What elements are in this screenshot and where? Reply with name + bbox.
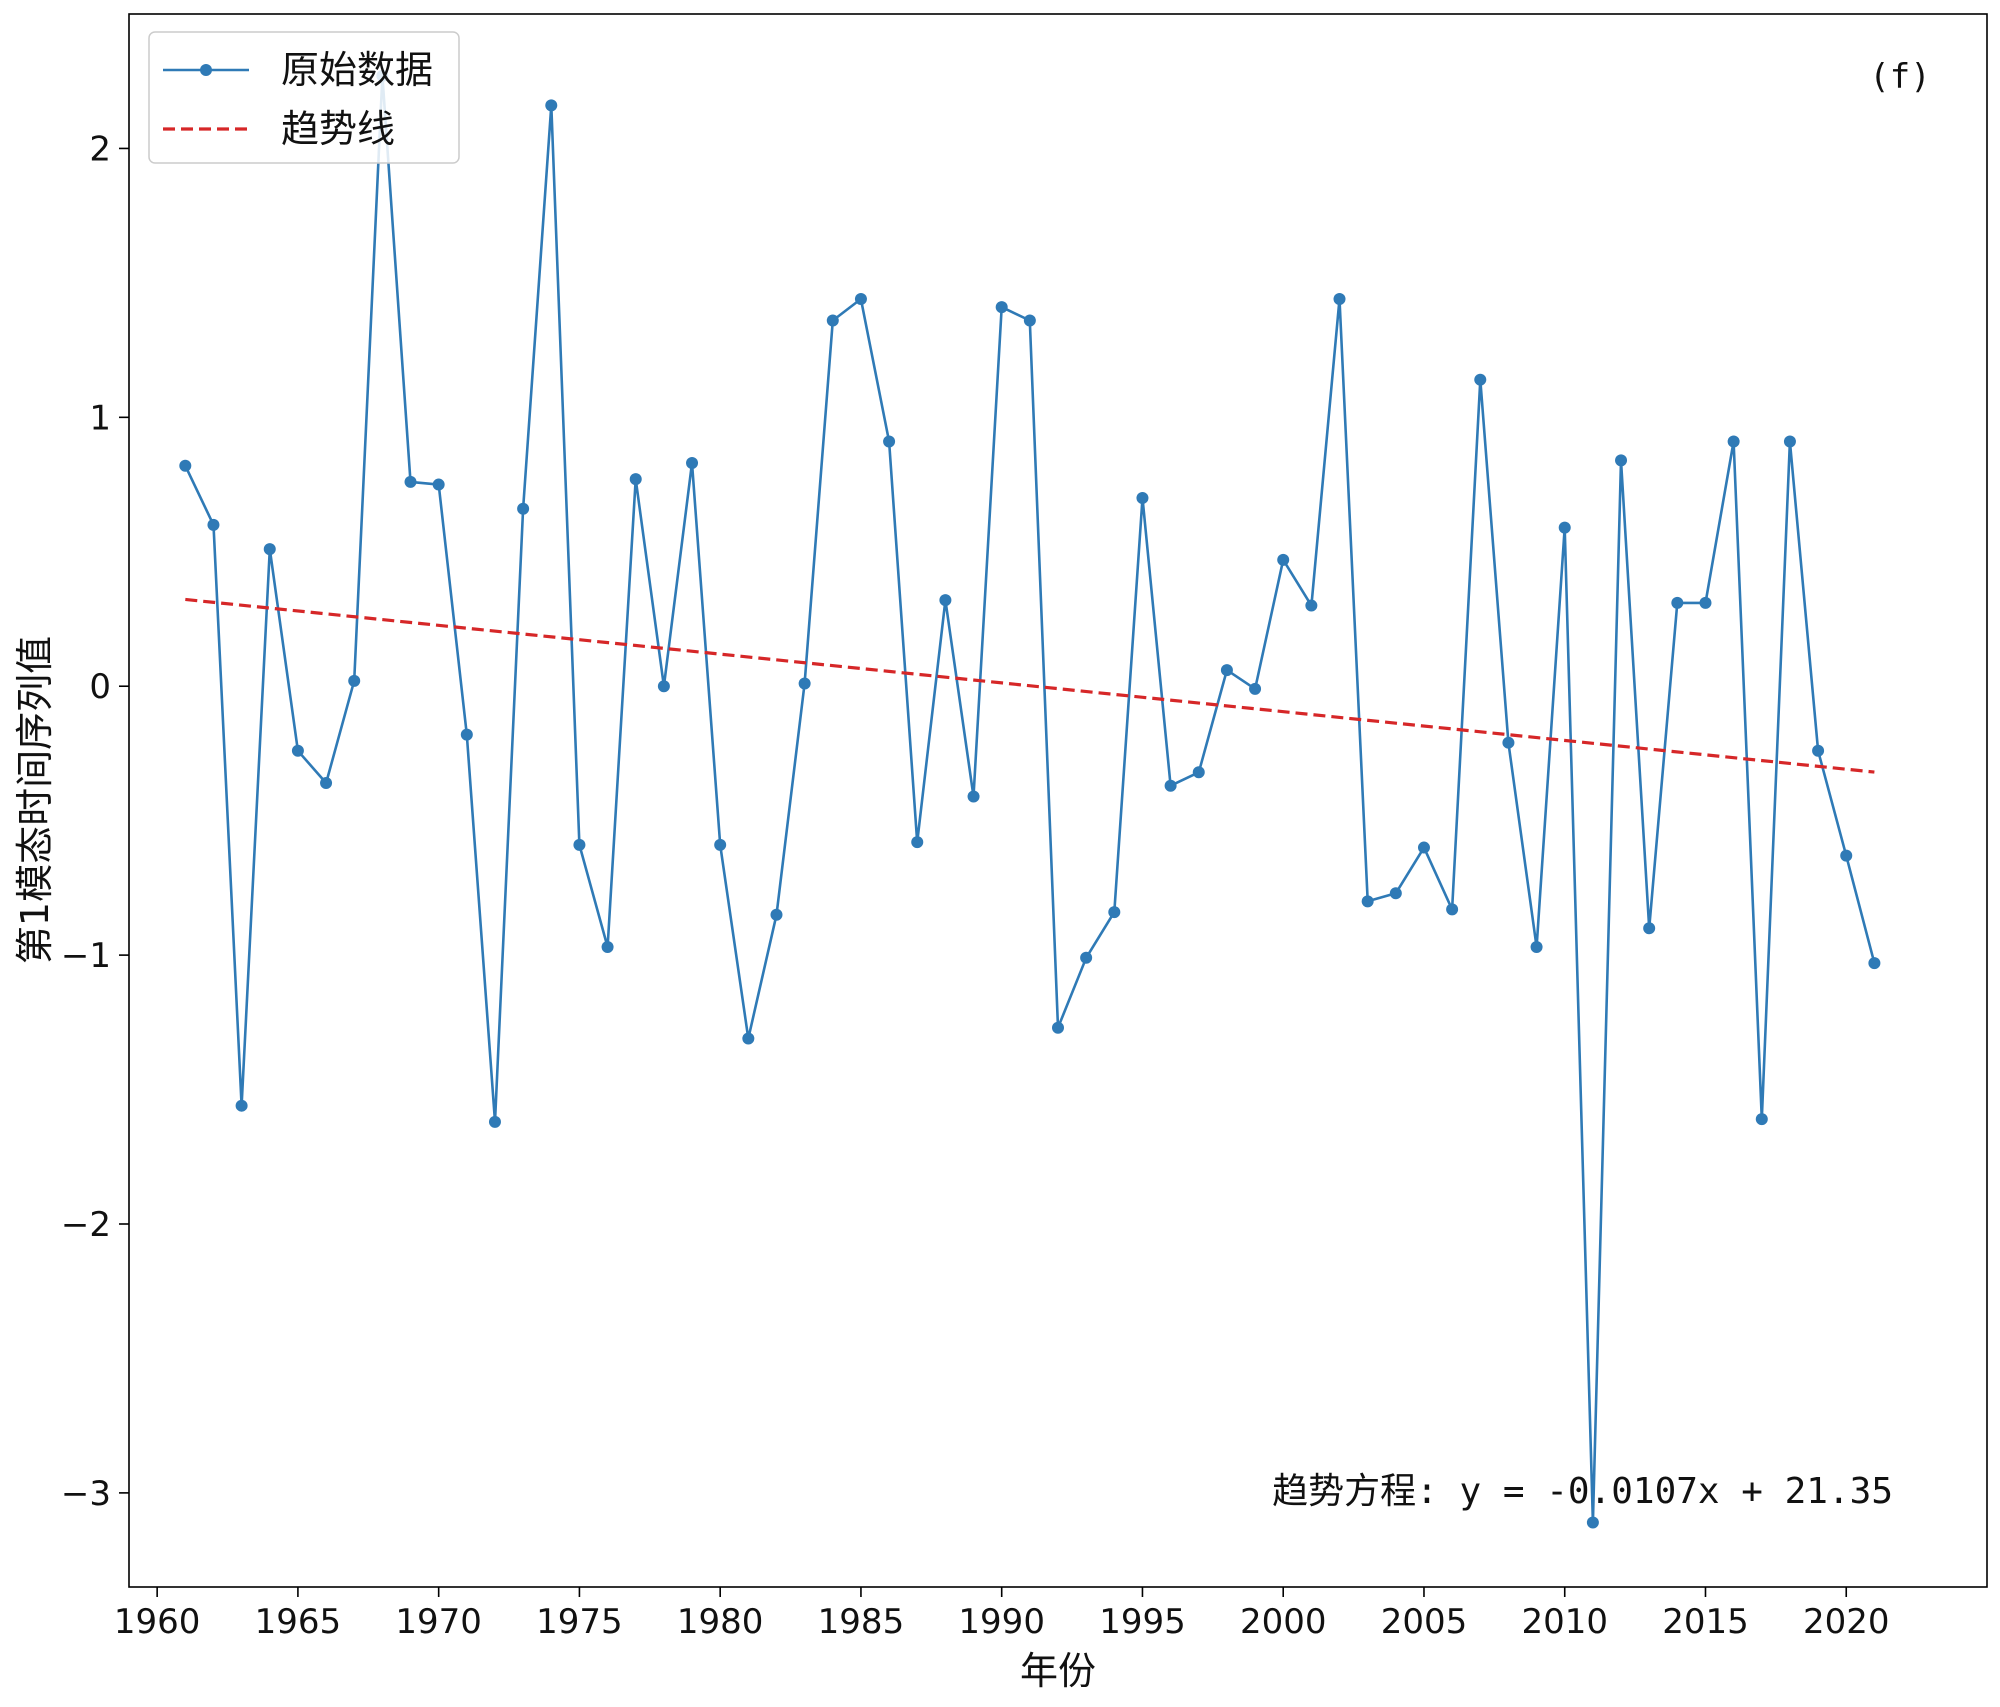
- y-axis: −3 −2 −1 0 1 2: [61, 129, 129, 1514]
- data-point: [1108, 906, 1121, 919]
- data-point: [939, 594, 952, 607]
- data-point: [1671, 596, 1684, 609]
- data-point: [1277, 553, 1290, 566]
- y-tick-label: 2: [89, 129, 111, 169]
- data-point: [995, 301, 1008, 314]
- data-point: [742, 1032, 755, 1045]
- panel-label: (f): [1869, 57, 1930, 97]
- series-line-raw: [184, 74, 1876, 1524]
- data-point: [460, 728, 473, 741]
- data-point: [1755, 1113, 1768, 1126]
- data-point: [573, 838, 586, 851]
- y-tick-label: −1: [61, 936, 111, 976]
- data-point: [1530, 941, 1543, 954]
- data-point: [1417, 841, 1430, 854]
- data-point: [1643, 922, 1656, 935]
- data-point: [545, 99, 558, 112]
- x-tick-label: 1965: [255, 1602, 342, 1642]
- data-point: [320, 777, 333, 790]
- data-point: [1502, 736, 1515, 749]
- data-point: [179, 459, 192, 472]
- data-point: [1586, 1516, 1599, 1529]
- y-axis-label: 第1模态时间序列值: [13, 636, 57, 964]
- data-point: [770, 908, 783, 921]
- plot-frame: [128, 13, 1988, 1588]
- data-point: [1615, 454, 1628, 467]
- data-point: [488, 1115, 501, 1128]
- y-tick-label: −3: [61, 1474, 111, 1514]
- data-point: [1220, 664, 1233, 677]
- data-point: [1164, 779, 1177, 792]
- data-point: [207, 518, 220, 531]
- series-layer: [179, 69, 1881, 1529]
- x-tick-label: 2010: [1521, 1602, 1608, 1642]
- data-point: [1249, 682, 1262, 695]
- x-tick-label: 1970: [395, 1602, 482, 1642]
- data-point: [1558, 521, 1571, 534]
- data-point: [1136, 492, 1149, 504]
- x-tick-label: 2000: [1240, 1602, 1327, 1642]
- data-point: [883, 435, 896, 448]
- x-tick-label: 1960: [114, 1602, 201, 1642]
- trend-equation: 趋势方程: y = -0.0107x + 21.35: [1272, 1471, 1893, 1512]
- data-point: [235, 1099, 248, 1112]
- data-point: [1192, 766, 1205, 779]
- x-tick-label: 2005: [1381, 1602, 1468, 1642]
- y-tick-label: −2: [61, 1205, 111, 1245]
- legend-marker-raw: [200, 64, 212, 76]
- data-point: [1783, 435, 1796, 448]
- data-point: [1052, 1021, 1064, 1034]
- data-point: [1474, 373, 1487, 386]
- data-point: [1305, 599, 1318, 612]
- data-point: [911, 836, 924, 849]
- x-tick-label: 2020: [1803, 1602, 1890, 1642]
- data-point: [686, 457, 699, 470]
- data-point: [1080, 951, 1093, 964]
- data-point: [601, 941, 614, 954]
- data-point: [714, 838, 727, 851]
- data-point: [1389, 887, 1402, 900]
- x-tick-label: 2015: [1662, 1602, 1749, 1642]
- data-point: [348, 674, 361, 687]
- data-point: [1727, 435, 1740, 448]
- x-tick-label: 1990: [958, 1602, 1045, 1642]
- y-tick-label: 1: [89, 398, 111, 438]
- data-point: [1361, 895, 1374, 908]
- x-axis-label: 年份: [1020, 1649, 1096, 1693]
- data-point: [263, 543, 276, 556]
- data-point: [432, 478, 445, 491]
- y-tick-label: 0: [89, 667, 111, 707]
- data-point: [1812, 744, 1825, 757]
- data-point: [1333, 293, 1346, 306]
- x-tick-label: 1985: [818, 1602, 905, 1642]
- data-point: [1023, 314, 1036, 327]
- legend-label-trend: 趋势线: [281, 107, 395, 151]
- legend: 原始数据 趋势线: [148, 31, 460, 164]
- x-axis: 1960 1965 1970 1975 1980 1985 1990 1995 2000 2005…: [114, 1587, 1890, 1642]
- data-point: [517, 502, 530, 515]
- data-point: [629, 473, 642, 486]
- data-point: [291, 744, 304, 757]
- data-point: [1868, 957, 1881, 970]
- data-point: [404, 475, 417, 488]
- x-tick-label: 1995: [1099, 1602, 1186, 1642]
- data-point: [798, 677, 811, 690]
- data-point: [657, 680, 670, 693]
- data-point: [967, 790, 980, 803]
- data-point: [1840, 849, 1853, 862]
- data-point: [1699, 596, 1712, 609]
- x-tick-label: 1975: [536, 1602, 623, 1642]
- legend-label-raw: 原始数据: [281, 48, 433, 92]
- x-tick-label: 1980: [677, 1602, 764, 1642]
- data-point: [826, 314, 839, 327]
- data-point: [854, 293, 867, 306]
- trend-line: [185, 597, 1875, 774]
- data-point: [1446, 903, 1459, 916]
